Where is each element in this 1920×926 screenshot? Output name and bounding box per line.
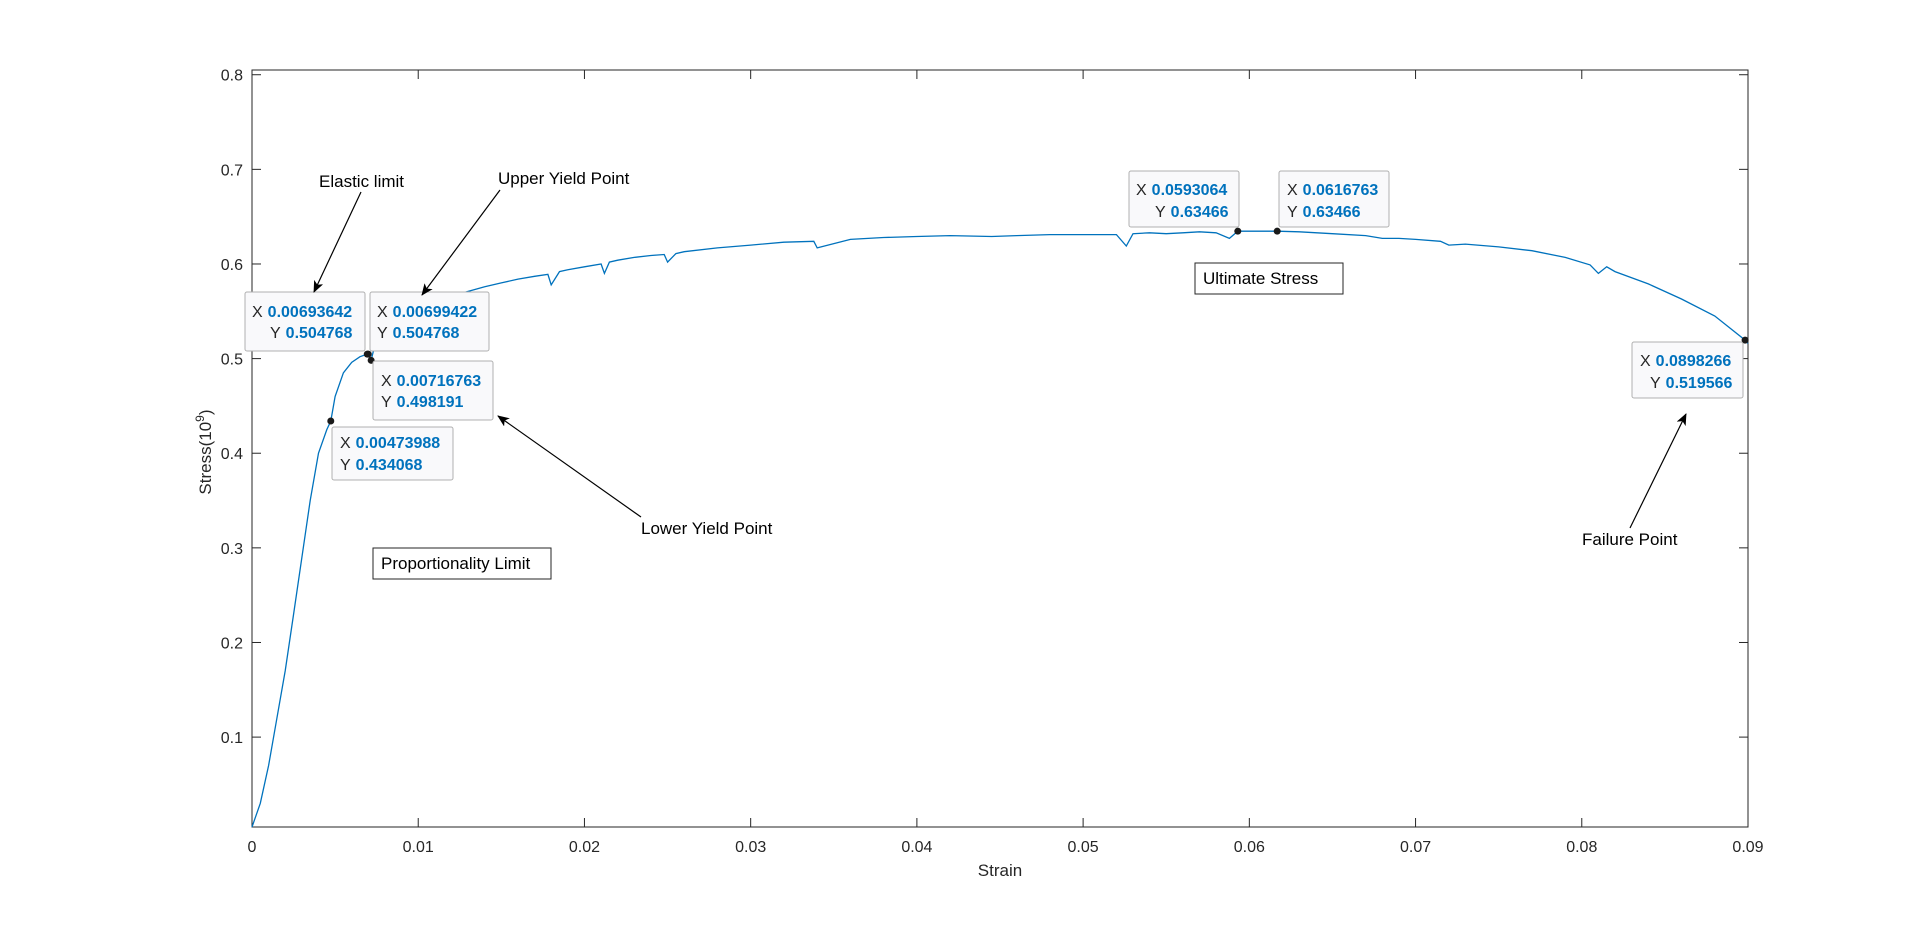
plot-area — [251, 69, 1749, 828]
datatip-x-value: 0.0898266 — [1656, 353, 1732, 370]
datatip-x-key: X — [252, 304, 263, 321]
svg-text:X0.00693642: X 0.00693642 — [252, 304, 352, 321]
datatip-x-value: 0.0616763 — [1303, 182, 1379, 199]
datatip-elastic-limit: X 0.00693642 Y 0.504768 — [244, 291, 366, 352]
datatip-x-value: 0.00473988 — [356, 435, 441, 452]
datatip-proportionality-limit: X 0.00473988 Y 0.434068 — [331, 426, 454, 481]
svg-text:X0.0898266: X 0.0898266 — [1640, 353, 1731, 370]
datatip-y-key: Y — [340, 457, 351, 474]
datatip-x-key: X — [377, 304, 388, 321]
datatip-x-key: X — [381, 373, 392, 390]
datatip-y-key: Y — [1155, 204, 1166, 221]
data-point-marker — [327, 417, 335, 425]
datatip-x-key: X — [340, 435, 351, 452]
x-tick-label: 0.08 — [1566, 839, 1597, 856]
arrow-upper-yield-point — [421, 189, 501, 296]
data-point-marker — [1273, 227, 1281, 235]
data-point-marker — [1234, 227, 1242, 235]
datatip-y-value: 0.504768 — [286, 325, 353, 342]
y-tick-label: 0.8 — [221, 68, 243, 85]
x-tick-label: 0 — [248, 839, 257, 856]
datatip-y-key: Y — [381, 394, 392, 411]
svg-text:Y0.504768: Y 0.504768 — [270, 325, 353, 342]
svg-text:Y0.504768: Y 0.504768 — [377, 325, 460, 342]
svg-text:X0.00699422: X 0.00699422 — [377, 304, 477, 321]
annotation-upper-yield-point: Upper Yield Point — [498, 169, 630, 188]
datatip-y-value: 0.498191 — [397, 394, 464, 411]
y-tick-label: 0.5 — [221, 352, 243, 369]
datatip-y-key: Y — [1287, 204, 1298, 221]
x-tick-label: 0.07 — [1400, 839, 1431, 856]
arrow-elastic-limit — [313, 191, 362, 293]
data-point-marker — [1741, 336, 1749, 344]
x-axis-ticks: 0 0.01 0.02 0.03 0.04 0.05 0.06 0.07 0.08 0.09 — [248, 70, 1764, 856]
y-tick-label: 0.6 — [221, 257, 243, 274]
svg-text:Y0.498191: Y 0.498191 — [381, 394, 464, 411]
box-proportionality-limit — [372, 547, 552, 580]
x-tick-label: 0.09 — [1732, 839, 1763, 856]
datatip-y-value: 0.63466 — [1171, 204, 1229, 221]
svg-text:X0.00473988: X 0.00473988 — [340, 435, 440, 452]
annotation-ultimate-stress: Ultimate Stress — [1203, 269, 1318, 288]
y-axis-ticks: 0.1 0.2 0.3 0.4 0.5 0.6 0.7 0.8 — [221, 68, 1748, 747]
datatip-x-key: X — [1287, 182, 1298, 199]
x-tick-label: 0.06 — [1234, 839, 1265, 856]
box-ultimate-stress — [1194, 262, 1344, 295]
datatip-upper-yield: X 0.00699422 Y 0.504768 — [369, 291, 490, 352]
x-tick-label: 0.01 — [403, 839, 434, 856]
datatip-y-value: 0.519566 — [1666, 375, 1733, 392]
x-tick-label: 0.03 — [735, 839, 766, 856]
y-tick-label: 0.7 — [221, 162, 243, 179]
datatip-x-value: 0.00693642 — [268, 304, 353, 321]
datatip-x-value: 0.00699422 — [393, 304, 478, 321]
x-tick-label: 0.04 — [901, 839, 932, 856]
annotation-elastic-limit: Elastic limit — [319, 172, 404, 191]
datatip-x-value: 0.0593064 — [1152, 182, 1228, 199]
datatip-ultimate-right: X 0.0616763 Y 0.63466 — [1278, 170, 1390, 228]
svg-text:Y0.519566: Y 0.519566 — [1650, 375, 1733, 392]
svg-text:X0.0616763: X 0.0616763 — [1287, 182, 1378, 199]
y-axis-label: Stress(109) — [193, 409, 215, 494]
y-tick-label: 0.4 — [221, 446, 243, 463]
x-tick-label: 0.02 — [569, 839, 600, 856]
datatip-failure-point: X 0.0898266 Y 0.519566 — [1631, 341, 1744, 399]
datatip-ultimate-left: X 0.0593064 Y 0.63466 — [1128, 170, 1240, 228]
svg-text:Y0.63466: Y 0.63466 — [1287, 204, 1361, 221]
arrow-lower-yield-point — [497, 415, 642, 518]
datatip-y-key: Y — [1650, 375, 1661, 392]
datatip-x-key: X — [1640, 353, 1651, 370]
y-tick-label: 0.3 — [221, 541, 243, 558]
annotation-lower-yield-point: Lower Yield Point — [641, 519, 773, 538]
annotation-failure-point: Failure Point — [1582, 530, 1678, 549]
x-tick-label: 0.05 — [1068, 839, 1099, 856]
datatip-x-value: 0.00716763 — [397, 373, 482, 390]
datatip-lower-yield: X 0.00716763 Y 0.498191 — [372, 360, 494, 421]
svg-text:Y0.434068: Y 0.434068 — [340, 457, 423, 474]
datatip-x-key: X — [1136, 182, 1147, 199]
data-point-marker — [364, 350, 372, 358]
svg-text:Y0.63466: Y 0.63466 — [1155, 204, 1229, 221]
svg-text:X0.00716763: X 0.00716763 — [381, 373, 481, 390]
arrow-failure-point — [1629, 413, 1687, 529]
y-tick-label: 0.1 — [221, 730, 243, 747]
svg-text:X0.0593064: X 0.0593064 — [1136, 182, 1227, 199]
y-tick-label: 0.2 — [221, 635, 243, 652]
datatip-y-value: 0.504768 — [393, 325, 460, 342]
datatip-y-value: 0.63466 — [1303, 204, 1361, 221]
datatip-y-key: Y — [270, 325, 281, 342]
annotation-proportionality-limit: Proportionality Limit — [381, 554, 531, 573]
datatip-y-value: 0.434068 — [356, 457, 423, 474]
datatip-y-key: Y — [377, 325, 388, 342]
x-axis-label: Strain — [978, 861, 1022, 880]
